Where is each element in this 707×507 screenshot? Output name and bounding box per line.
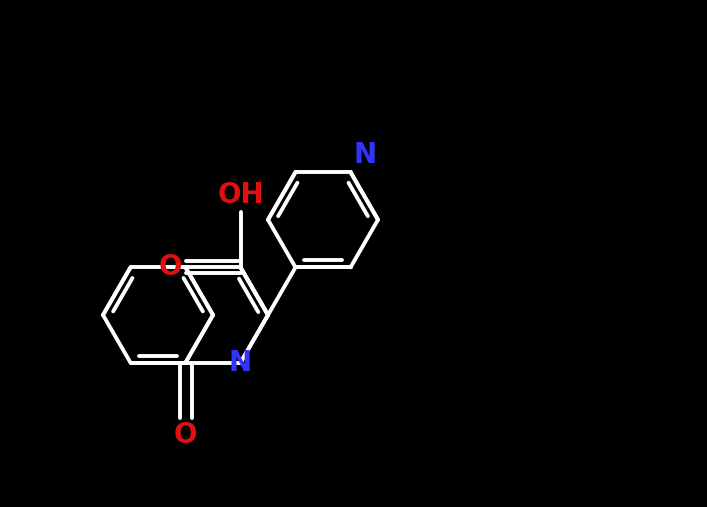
Text: N: N — [229, 349, 252, 377]
Text: O: O — [174, 421, 197, 449]
Text: OH: OH — [217, 182, 264, 209]
Text: N: N — [354, 141, 377, 169]
Text: O: O — [159, 254, 182, 281]
